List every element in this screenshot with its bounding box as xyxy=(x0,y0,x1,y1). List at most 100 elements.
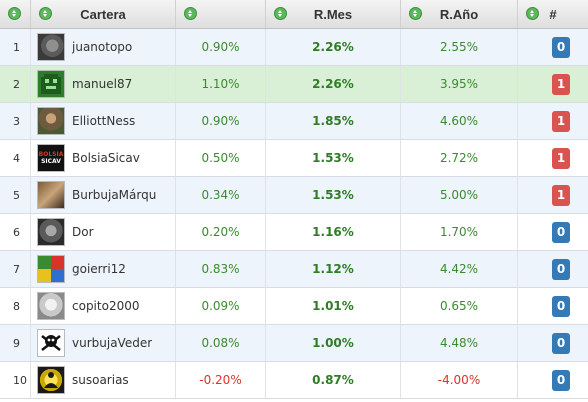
table-row[interactable]: 9 vurbujaVeder 0.08% 1.00% 4.48% 0 xyxy=(0,325,588,362)
rank-cell: 10 xyxy=(0,362,31,398)
header-hash-label: # xyxy=(549,6,557,22)
header-r-ano[interactable]: R.Año xyxy=(401,0,518,28)
username-link[interactable]: ElliottNess xyxy=(72,114,136,128)
table-row[interactable]: 5 BurbujaMárqu 0.34% 1.53% 5.00% 1 xyxy=(0,177,588,214)
count-badge[interactable]: 0 xyxy=(552,221,570,243)
skull-crossbones-icon[interactable] xyxy=(37,329,65,357)
rank-number: 8 xyxy=(13,299,20,313)
badge-cell: 1 xyxy=(518,177,588,213)
rentabilidad-cell: 0.34% xyxy=(176,177,266,213)
koala-photo-icon[interactable] xyxy=(37,33,65,61)
user-cell[interactable]: manuel87 xyxy=(31,66,176,102)
sort-icon[interactable] xyxy=(526,7,539,20)
rank-cell: 6 xyxy=(0,214,31,250)
r-mes-value: 1.53% xyxy=(312,188,354,202)
r-ano-cell: -4.00% xyxy=(401,362,518,398)
rank-cell: 1 xyxy=(0,29,31,65)
rentabilidad-value: 1.10% xyxy=(201,77,240,91)
r-mes-cell: 1.53% xyxy=(266,140,401,176)
r-ano-value: 2.55% xyxy=(439,40,479,54)
r-mes-cell: 1.16% xyxy=(266,214,401,250)
username-link[interactable]: goierri12 xyxy=(72,262,126,276)
table-row[interactable]: 7 goierri12 0.83% 1.12% 4.42% 0 xyxy=(0,251,588,288)
username-link[interactable]: juanotopo xyxy=(72,40,133,54)
username-link[interactable]: vurbujaVeder xyxy=(72,336,153,350)
r-ano-cell: 2.55% xyxy=(401,29,518,65)
user-cell[interactable]: BOLSIA SICAV BolsiaSicav xyxy=(31,140,176,176)
rank-number: 10 xyxy=(13,373,27,387)
username-link[interactable]: BurbujaMárqu xyxy=(72,188,157,202)
user-cell[interactable]: goierri12 xyxy=(31,251,176,287)
skull-glyph xyxy=(41,335,61,351)
user-cell[interactable]: Dor xyxy=(31,214,176,250)
count-badge[interactable]: 1 xyxy=(552,184,570,206)
user-cell[interactable]: ElliottNess xyxy=(31,103,176,139)
username-link[interactable]: manuel87 xyxy=(72,77,133,91)
username-link[interactable]: copito2000 xyxy=(72,299,140,313)
sort-icon[interactable] xyxy=(409,7,422,20)
rank-number: 6 xyxy=(13,225,20,239)
rentabilidad-cell: 0.08% xyxy=(176,325,266,361)
r-mes-value: 0.87% xyxy=(312,373,354,387)
animal-photo-icon[interactable] xyxy=(37,107,65,135)
count-badge[interactable]: 1 xyxy=(552,147,570,169)
header-rank[interactable] xyxy=(0,0,31,28)
user-cell[interactable]: BurbujaMárqu xyxy=(31,177,176,213)
user-cell[interactable]: susoarias xyxy=(31,362,176,398)
r-ano-cell: 2.72% xyxy=(401,140,518,176)
table-row[interactable]: 4 BOLSIA SICAV BolsiaSicav 0.50% 1.53% 2.… xyxy=(0,140,588,177)
rank-cell: 8 xyxy=(0,288,31,324)
sort-icon[interactable] xyxy=(184,7,197,20)
count-badge[interactable]: 0 xyxy=(552,258,570,280)
count-badge[interactable]: 1 xyxy=(552,73,570,95)
gorilla-photo-icon[interactable] xyxy=(37,292,65,320)
username-link[interactable]: BolsiaSicav xyxy=(72,151,140,165)
sort-icon[interactable] xyxy=(274,7,287,20)
username-link[interactable]: Dor xyxy=(72,225,94,239)
count-badge[interactable]: 0 xyxy=(552,332,570,354)
r-mes-value: 1.16% xyxy=(312,225,354,239)
header-r-mes[interactable]: R.Mes xyxy=(266,0,401,28)
sort-icon[interactable] xyxy=(39,7,52,20)
count-badge[interactable]: 0 xyxy=(552,295,570,317)
count-badge[interactable]: 0 xyxy=(552,36,570,58)
bolsia-sicav-logo-icon[interactable]: BOLSIA SICAV xyxy=(37,144,65,172)
meditation-silhouette-icon[interactable] xyxy=(37,366,65,394)
table-body: 1 juanotopo 0.90% 2.26% 2.55% 0 2 manuel… xyxy=(0,29,588,399)
count-badge[interactable]: 0 xyxy=(552,369,570,391)
rank-cell: 2 xyxy=(0,66,31,102)
user-cell[interactable]: vurbujaVeder xyxy=(31,325,176,361)
header-hash[interactable]: # xyxy=(518,0,588,28)
r-mes-cell: 1.85% xyxy=(266,103,401,139)
user-cell[interactable]: copito2000 xyxy=(31,288,176,324)
username-link[interactable]: susoarias xyxy=(72,373,129,387)
table-row[interactable]: 3 ElliottNess 0.90% 1.85% 4.60% 1 xyxy=(0,103,588,140)
face-photo-icon[interactable] xyxy=(37,218,65,246)
rentabilidad-cell: -0.20% xyxy=(176,362,266,398)
table-row[interactable]: 2 manuel87 1.10% 2.26% 3.95% 1 xyxy=(0,66,588,103)
mosaic-icon[interactable] xyxy=(37,255,65,283)
header-r-mes-label: R.Mes xyxy=(313,6,353,22)
header-cartera[interactable]: Cartera xyxy=(31,0,176,28)
rank-cell: 3 xyxy=(0,103,31,139)
badge-cell: 0 xyxy=(518,288,588,324)
header-rentabilidad[interactable] xyxy=(176,0,266,28)
table-row[interactable]: 1 juanotopo 0.90% 2.26% 2.55% 0 xyxy=(0,29,588,66)
sort-icon[interactable] xyxy=(8,7,21,20)
horse-photo-icon[interactable] xyxy=(37,181,65,209)
rentabilidad-value: -0.20% xyxy=(199,373,242,387)
rentabilidad-value: 0.90% xyxy=(201,114,240,128)
table-row[interactable]: 10 susoarias -0.20% 0.87% -4.00% 0 xyxy=(0,362,588,399)
r-mes-cell: 2.26% xyxy=(266,29,401,65)
r-ano-value: 4.60% xyxy=(439,114,479,128)
user-cell[interactable]: juanotopo xyxy=(31,29,176,65)
count-badge[interactable]: 1 xyxy=(552,110,570,132)
rentabilidad-value: 0.90% xyxy=(201,40,240,54)
pixel-monster-glyph xyxy=(41,74,61,94)
r-mes-value: 2.26% xyxy=(312,77,354,91)
rentabilidad-cell: 1.10% xyxy=(176,66,266,102)
pixel-monster-icon[interactable] xyxy=(37,70,65,98)
table-row[interactable]: 6 Dor 0.20% 1.16% 1.70% 0 xyxy=(0,214,588,251)
table-row[interactable]: 8 copito2000 0.09% 1.01% 0.65% 0 xyxy=(0,288,588,325)
